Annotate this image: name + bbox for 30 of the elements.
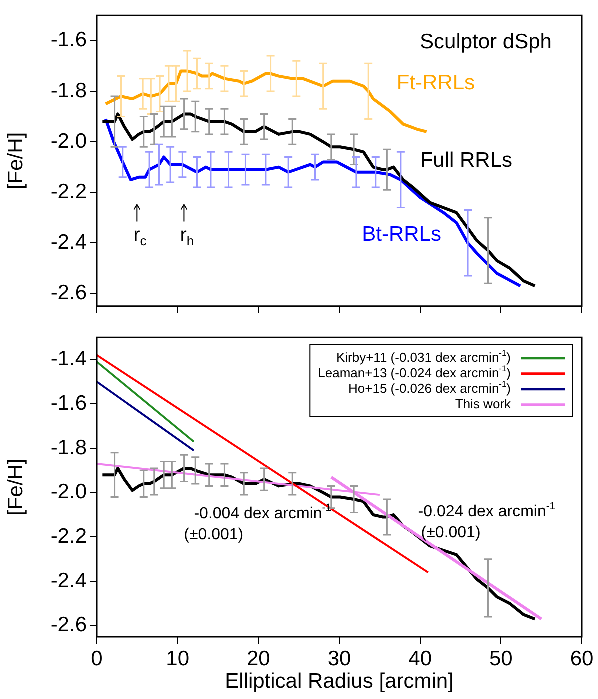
annotation: (±0.001) (184, 526, 244, 544)
series-label: Full RRLs (420, 149, 513, 172)
y-tick-label: -1.8 (50, 436, 87, 460)
annotation: (±0.001) (421, 524, 481, 542)
y-tick-label: -1.6 (50, 28, 87, 52)
y-tick-label: -1.4 (50, 348, 88, 371)
series-label: Bt-RRLs (362, 223, 442, 246)
x-axis-title: Elliptical Radius [arcmin] (225, 670, 454, 694)
y-tick-label: -1.6 (50, 392, 87, 415)
legend-label: This work (455, 396, 512, 412)
y-tick-label: -2.2 (50, 180, 87, 204)
x-tick-label: 10 (166, 647, 190, 670)
y-tick-label: -2.4 (50, 569, 88, 592)
y-tick-label: -2.2 (50, 524, 87, 548)
x-tick-label: 40 (408, 647, 432, 670)
series-label: Ft-RRLs (396, 72, 476, 95)
y-axis-title: [Fe/H] (4, 132, 28, 190)
y-tick-label: -1.8 (50, 79, 87, 102)
annotation: Sculptor dSph (420, 30, 552, 54)
y-tick-label: -2.6 (50, 282, 87, 305)
y-tick-label: -2.4 (50, 230, 88, 254)
x-tick-label: 0 (91, 647, 103, 670)
x-tick-label: 20 (246, 647, 270, 670)
y-tick-label: -2.0 (50, 480, 87, 504)
y-tick-label: -2.0 (50, 130, 87, 153)
x-tick-label: 60 (570, 647, 594, 670)
x-tick-label: 50 (489, 647, 513, 670)
y-axis-title: [Fe/H] (4, 458, 28, 516)
y-tick-label: -2.6 (50, 614, 87, 637)
x-tick-label: 30 (328, 647, 352, 670)
